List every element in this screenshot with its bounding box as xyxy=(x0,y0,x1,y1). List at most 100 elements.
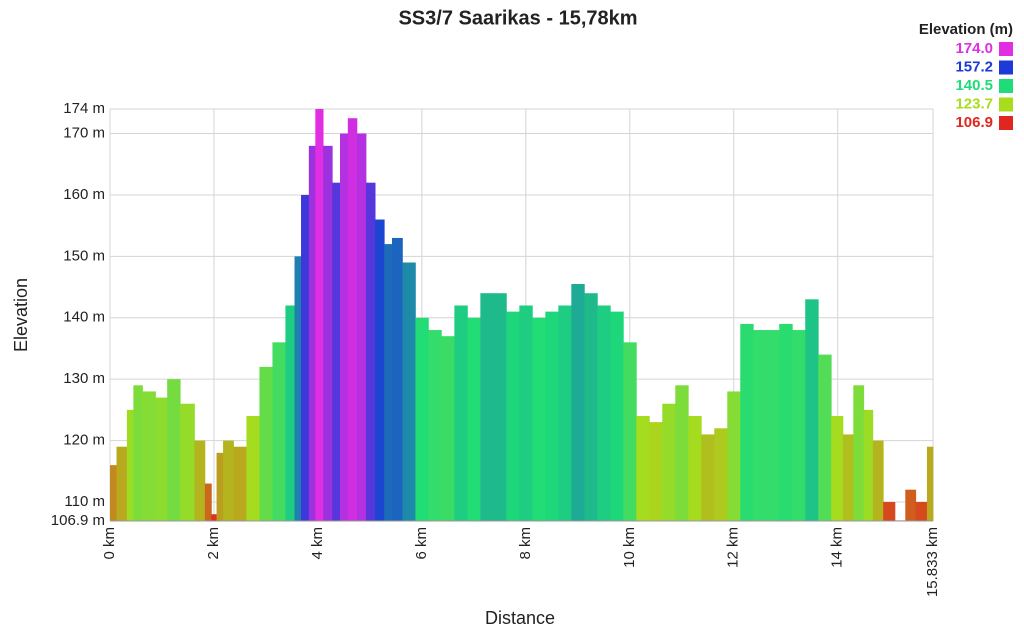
elevation-stripe xyxy=(308,145,316,522)
elevation-stripe xyxy=(375,219,385,521)
elevation-stripe xyxy=(714,428,728,521)
legend-title: Elevation (m) xyxy=(919,21,1013,38)
elevation-stripe xyxy=(126,409,134,521)
elevation-stripe xyxy=(597,305,611,521)
elevation-stripe xyxy=(133,385,143,521)
elevation-stripe xyxy=(753,330,767,521)
elevation-stripe xyxy=(155,397,168,521)
elevation-stripe xyxy=(842,434,854,521)
elevation-stripe xyxy=(506,311,520,521)
y-tick-label: 174 m xyxy=(63,100,105,117)
elevation-stripe xyxy=(415,317,429,521)
elevation-stripe xyxy=(519,305,533,521)
legend-swatch xyxy=(999,97,1013,112)
y-tick-label: 160 m xyxy=(63,186,105,203)
elevation-stripe xyxy=(391,237,403,521)
x-axis-title: Distance xyxy=(485,608,555,628)
elevation-stripe xyxy=(315,109,324,521)
elevation-stripe xyxy=(831,416,844,521)
elevation-stripe xyxy=(441,336,455,521)
elevation-stripe xyxy=(402,262,416,521)
legend-label: 174.0 xyxy=(955,40,993,57)
elevation-stripe xyxy=(926,446,934,521)
elevation-stripe xyxy=(454,305,468,521)
x-tick-label: 10 km xyxy=(621,527,638,568)
y-tick-label: 120 m xyxy=(63,432,105,449)
elevation-stripe xyxy=(532,317,546,521)
legend-label: 106.9 xyxy=(955,114,993,131)
elevation-stripe xyxy=(610,311,624,521)
elevation-stripe xyxy=(194,440,206,521)
elevation-stripe xyxy=(366,182,376,521)
elevation-stripe xyxy=(180,403,195,521)
y-tick-label: 150 m xyxy=(63,247,105,264)
elevation-stripe xyxy=(294,256,302,521)
legend-swatch xyxy=(999,42,1013,56)
y-tick-label: 170 m xyxy=(63,125,105,142)
elevation-stripe xyxy=(110,465,117,521)
x-tick-label: 12 km xyxy=(725,527,742,568)
elevation-stripe xyxy=(701,434,715,521)
elevation-stripe xyxy=(584,293,598,521)
elevation-stripe xyxy=(259,366,273,521)
elevation-stripe xyxy=(558,305,572,521)
elevation-stripe xyxy=(323,145,333,522)
elevation-stripe xyxy=(272,342,286,521)
elevation-stripe xyxy=(688,416,702,521)
elevation-stripe xyxy=(347,118,358,521)
elevation-stripe xyxy=(233,446,247,521)
elevation-stripe xyxy=(675,385,689,521)
elevation-stripe xyxy=(493,293,507,521)
elevation-stripe xyxy=(223,440,234,521)
elevation-stripe xyxy=(649,422,663,521)
y-axis-title: Elevation xyxy=(11,278,31,352)
elevation-stripe xyxy=(571,283,585,521)
elevation-stripe xyxy=(467,317,481,521)
elevation-stripe xyxy=(727,391,741,521)
elevation-stripe xyxy=(883,501,896,521)
x-tick-label: 4 km xyxy=(309,527,326,560)
elevation-stripe xyxy=(116,446,128,521)
elevation-stripe xyxy=(384,244,393,521)
elevation-stripe xyxy=(740,323,754,521)
legend-swatch xyxy=(999,79,1013,93)
elevation-stripe xyxy=(246,416,260,521)
elevation-stripe xyxy=(204,483,212,521)
elevation-stripe xyxy=(792,330,806,521)
elevation-stripe xyxy=(872,440,884,521)
elevation-stripe xyxy=(779,323,793,521)
y-tick-label: 110 m xyxy=(64,493,105,510)
elevation-stripe xyxy=(905,489,917,521)
elevation-stripe xyxy=(301,194,310,522)
elevation-stripe xyxy=(662,403,676,521)
elevation-stripe xyxy=(623,342,637,521)
elevation-stripe xyxy=(211,514,217,521)
x-tick-label: 2 km xyxy=(205,527,222,560)
x-tick-label: 6 km xyxy=(413,527,430,560)
chart-title: SS3/7 Saarikas - 15,78km xyxy=(398,7,637,29)
elevation-stripe xyxy=(805,299,819,521)
legend-label: 140.5 xyxy=(955,77,993,94)
elevation-stripe xyxy=(545,311,559,521)
legend-swatch xyxy=(999,60,1013,75)
elevation-stripe xyxy=(285,305,295,521)
elevation-stripe xyxy=(853,385,865,521)
legend-label: 157.2 xyxy=(955,58,993,75)
elevation-stripe xyxy=(340,133,349,521)
elevation-stripe xyxy=(636,416,650,521)
elevation-stripe xyxy=(332,182,341,521)
elevation-stripe xyxy=(480,293,494,521)
y-tick-label: 140 m xyxy=(63,309,105,326)
elevation-stripe xyxy=(915,501,928,521)
elevation-stripe xyxy=(142,391,156,521)
y-tick-label: 106.9 m xyxy=(51,512,105,529)
elevation-stripe xyxy=(356,133,367,521)
legend-label: 123.7 xyxy=(955,95,993,112)
elevation-stripe xyxy=(863,409,874,521)
y-tick-label: 130 m xyxy=(63,370,105,387)
elevation-stripe xyxy=(818,354,832,521)
elevation-stripe xyxy=(428,330,442,521)
x-tick-label: 0 km xyxy=(101,527,118,560)
